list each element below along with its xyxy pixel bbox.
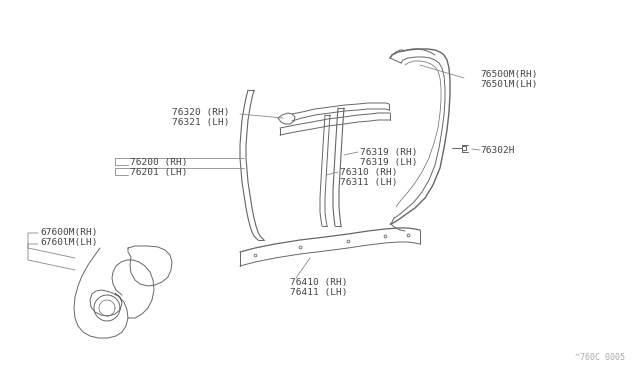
Text: 76302H: 76302H: [480, 145, 515, 154]
Text: 76500M(RH)
7650lM(LH): 76500M(RH) 7650lM(LH): [480, 70, 538, 89]
Text: 76320 (RH)
76321 (LH): 76320 (RH) 76321 (LH): [172, 108, 230, 127]
Text: 76410 (RH)
76411 (LH): 76410 (RH) 76411 (LH): [290, 278, 348, 297]
Text: 67600M(RH)
6760lM(LH): 67600M(RH) 6760lM(LH): [40, 228, 97, 247]
Text: 76310 (RH)
76311 (LH): 76310 (RH) 76311 (LH): [340, 168, 397, 187]
Text: ^760C 0005: ^760C 0005: [575, 353, 625, 362]
Text: 76200 (RH)
76201 (LH): 76200 (RH) 76201 (LH): [130, 158, 188, 177]
Text: 76319 (RH)
76319 (LH): 76319 (RH) 76319 (LH): [360, 148, 417, 167]
